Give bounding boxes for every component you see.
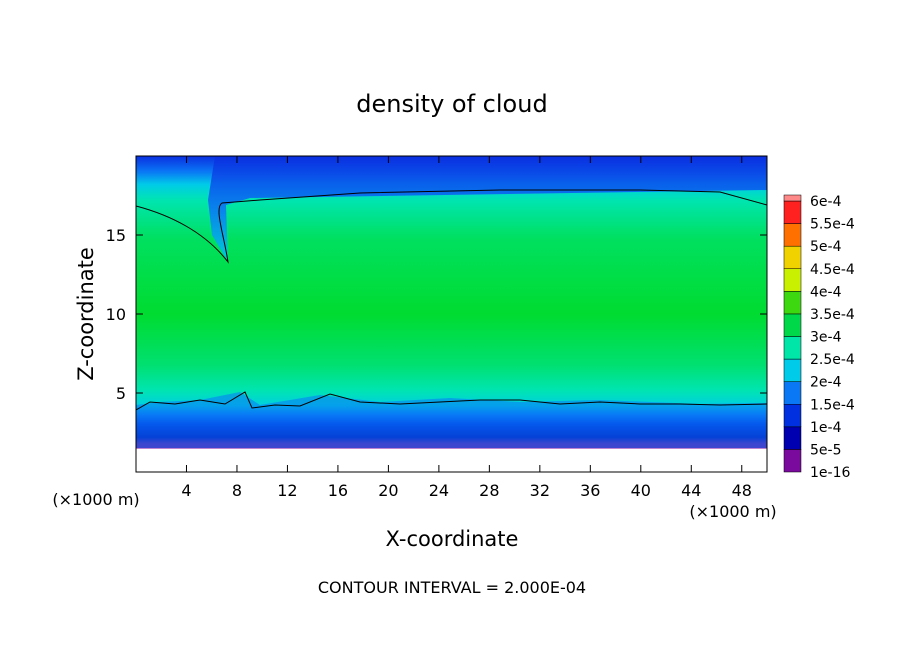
colorbar-swatch (783, 245, 802, 270)
contour-interval-label: CONTOUR INTERVAL = 2.000E-04 (318, 578, 586, 597)
y-axis: 5 10 15 (106, 226, 767, 403)
x-tick-label: 16 (328, 481, 348, 500)
colorbar-swatch (783, 449, 802, 473)
colorbar-label: 2e-4 (810, 375, 842, 391)
colorbar-swatch (783, 268, 802, 292)
colorbar-swatch (783, 223, 802, 247)
colorbar-swatch (783, 291, 802, 315)
x-axis-label: X-coordinate (386, 527, 519, 551)
plot-area (136, 156, 767, 472)
colorbar-label: 5e-5 (810, 442, 841, 458)
upper-left-plume (136, 156, 767, 262)
chart-title: density of cloud (356, 90, 547, 118)
colorbar-swatch (783, 358, 802, 382)
colorbar-swatch (783, 404, 802, 428)
colorbar-label: 5e-4 (810, 239, 842, 255)
colorbar-label: 5.5e-4 (810, 217, 855, 233)
x-tick-label: 36 (580, 481, 600, 500)
y-axis-label: Z-coordinate (74, 247, 98, 381)
x-tick-label: 20 (378, 481, 398, 500)
x-tick-label: 24 (429, 481, 449, 500)
colorbar-label: 4e-4 (810, 284, 842, 300)
colorbar: 1e-16 5e-5 1e-4 1.5e-4 2e-4 2.5e-4 3e-4 3.5e-4 4… (783, 194, 855, 481)
contour-line-bottom (136, 391, 767, 411)
y-tick-label: 5 (116, 384, 126, 403)
x-tick-label: 12 (277, 481, 297, 500)
colorbar-label: 3.5e-4 (810, 307, 855, 323)
colorbar-swatch (783, 426, 802, 450)
colorbar-swatch (783, 336, 802, 360)
x-tick-label: 28 (479, 481, 499, 500)
colorbar-label: 2.5e-4 (810, 352, 855, 368)
x-unit-right: (×1000 m) (689, 502, 776, 521)
colorbar-swatch (783, 313, 802, 337)
colorbar-swatch (783, 200, 802, 224)
x-tick-label: 8 (232, 481, 242, 500)
colorbar-label: 4.5e-4 (810, 262, 855, 278)
x-tick-label: 40 (631, 481, 651, 500)
x-tick-label: 48 (732, 481, 752, 500)
y-tick-label: 10 (106, 305, 126, 324)
colorbar-label: 1e-16 (810, 465, 850, 481)
colorbar-label: 1.5e-4 (810, 397, 855, 413)
colorbar-label: 1e-4 (810, 420, 842, 436)
colorbar-swatch (783, 194, 802, 202)
contour-line-top (136, 189, 767, 264)
y-tick-label: 15 (106, 226, 126, 245)
colorbar-label: 3e-4 (810, 330, 842, 346)
x-unit-left: (×1000 m) (52, 490, 139, 509)
x-tick-label: 44 (681, 481, 701, 500)
x-tick-label: 4 (181, 481, 191, 500)
x-tick-label: 32 (530, 481, 550, 500)
x-axis: 4 8 12 16 20 24 28 32 36 40 44 48 (181, 156, 752, 500)
colorbar-swatch (783, 381, 802, 405)
colorbar-label: 6e-4 (810, 194, 842, 210)
